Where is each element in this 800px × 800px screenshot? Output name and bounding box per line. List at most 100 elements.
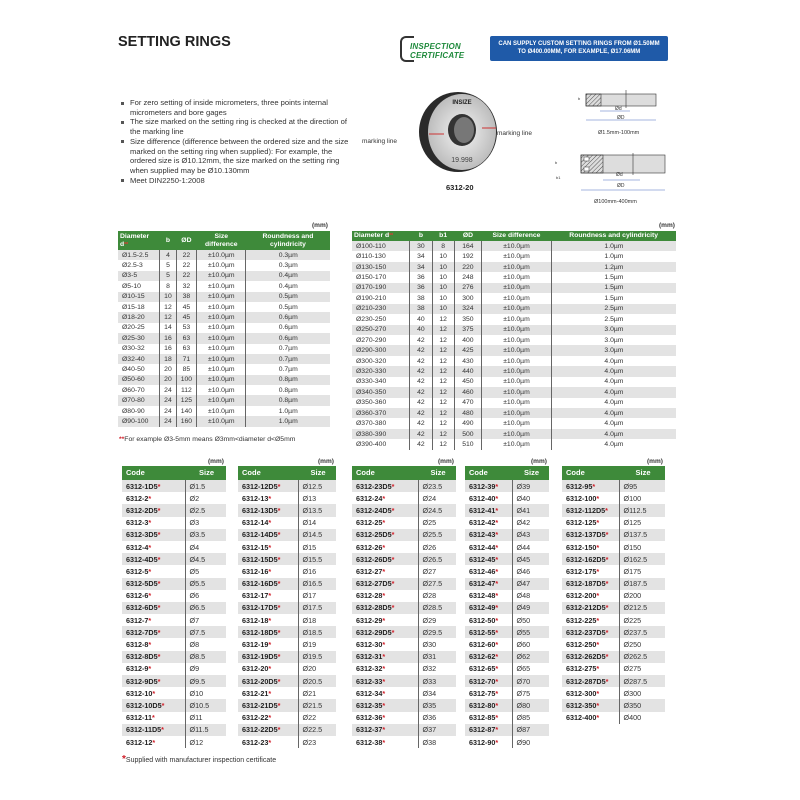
certificate-star: * xyxy=(495,664,499,674)
size-cell: Ø6.5 xyxy=(184,601,226,615)
notice-line-2: TO Ø400.00MM, FOR EXAMPLE, Ø17.06MM xyxy=(517,49,641,55)
code-cell: 6312-4* xyxy=(122,541,185,553)
table-cell: 0.7µm xyxy=(245,364,330,375)
table-cell: 164 xyxy=(453,241,482,252)
code-cell: 6312-14D5* xyxy=(238,528,298,541)
table-row: 6312-14* Ø14 xyxy=(238,516,336,529)
table-cell: Ø390-400 xyxy=(356,441,387,449)
size-cell: Ø12.5 xyxy=(297,480,336,493)
table-row: 6312-75* Ø75 xyxy=(465,687,549,700)
code-text: 6312-9D5 xyxy=(126,676,158,686)
table-cell: Ø30-32 xyxy=(122,345,145,353)
code-cell: 6312-45* xyxy=(465,553,512,566)
column-header: b xyxy=(409,231,433,241)
table-row: Ø350-360 42 12 470 ±10.0µm 4.0µm xyxy=(352,397,676,408)
table-row: 6312-8D5* Ø8.5 xyxy=(122,650,226,663)
code-cell: 6312-3* xyxy=(122,517,185,529)
code-cell: 6312-8D5* xyxy=(122,650,185,663)
table-cell: ±10.0µm xyxy=(481,334,552,346)
size-cell: Ø287.5 xyxy=(618,675,665,688)
code-cell: 6312-9D5* xyxy=(122,675,185,688)
table-cell: 42 xyxy=(409,366,433,377)
code-table: Code Size 6312-1D5* Ø1.5 6312-2* Ø2 6312-2D5* Ø… xyxy=(122,466,226,749)
table-cell: 440 xyxy=(453,366,482,377)
code-text: 6312-17 xyxy=(242,591,269,601)
code-text: 6312-3 xyxy=(126,518,149,528)
code-table: Code Size 6312-23D5* Ø23.5 6312-24* Ø24 6312-2… xyxy=(352,466,456,749)
table-cell: 350 xyxy=(453,314,482,325)
code-text: 6312-4D5 xyxy=(126,554,158,564)
certificate-star: * xyxy=(382,700,386,710)
code-cell: 6312-32* xyxy=(352,663,418,675)
table-row: 6312-34* Ø34 xyxy=(352,687,456,700)
table-row: 6312-47* Ø47 xyxy=(465,577,549,590)
table-row: 6312-23D5* Ø23.5 xyxy=(352,480,456,493)
code-cell: 6312-11* xyxy=(122,712,185,724)
table-row: 6312-100* Ø100 xyxy=(562,492,665,505)
certificate-star: * xyxy=(592,481,596,491)
table-cell: Ø330-340 xyxy=(356,378,387,386)
table-cell: 42 xyxy=(409,345,433,356)
size-cell: Ø10.5 xyxy=(184,699,226,712)
table-row: 6312-9D5* Ø9.5 xyxy=(122,675,226,688)
table-cell: 8 xyxy=(159,281,177,292)
size-cell: Ø8.5 xyxy=(184,650,226,663)
size-cell: Ø2.5 xyxy=(184,504,226,517)
table-cell: 1.5µm xyxy=(550,282,676,294)
code-text: 6312-45 xyxy=(469,554,496,564)
certificate-star: * xyxy=(148,591,152,601)
code-cell: 6312-95* xyxy=(562,480,619,493)
certificate-star: * xyxy=(148,542,152,552)
code-text: 6312-237D5 xyxy=(566,627,606,637)
table-row: 6312-175* Ø175 xyxy=(562,565,665,578)
code-cell: 6312-22D5* xyxy=(238,723,298,736)
certificate-star: * xyxy=(277,603,281,613)
table-row: 6312-13D5* Ø13.5 xyxy=(238,504,336,517)
table-row: Ø210-230 38 10 324 ±10.0µm 2.5µm xyxy=(352,303,676,315)
certificate-star: * xyxy=(382,518,386,528)
table-row: 6312-1D5* Ø1.5 xyxy=(122,480,226,493)
table-cell: 220 xyxy=(453,261,482,273)
table-row: 6312-2D5* Ø2.5 xyxy=(122,504,226,517)
brand-mark: INSIZE xyxy=(452,100,471,106)
size-cell: Ø60 xyxy=(511,638,549,651)
cross-section-diagram-small xyxy=(585,90,657,121)
certificate-star: * xyxy=(391,481,395,491)
table-cell: 36 xyxy=(409,282,433,294)
table-cell: 12 xyxy=(431,366,455,377)
size-cell: Ø40 xyxy=(511,492,549,505)
code-text: 6312-125 xyxy=(566,518,597,528)
certificate-star: * xyxy=(161,725,164,735)
size-cell: Ø20.5 xyxy=(297,675,336,688)
table-cell: Ø1.5-2.5 xyxy=(118,250,160,261)
size-cell: Ø12 xyxy=(184,735,226,749)
code-cell: 6312-90* xyxy=(465,736,512,748)
size-cell: Ø112.5 xyxy=(618,504,665,517)
code-text: 6312-250 xyxy=(566,640,597,650)
code-cell: 6312-150* xyxy=(562,541,619,553)
size-cell: Ø225 xyxy=(618,614,665,627)
table-row: 6312-15* Ø15 xyxy=(238,540,336,554)
size-cell: Ø46 xyxy=(511,565,549,578)
code-cell: 6312-125* xyxy=(562,517,619,529)
table-cell: 14 xyxy=(159,322,177,334)
table-cell: 192 xyxy=(453,251,482,262)
code-cell: 6312-25D5* xyxy=(352,528,418,541)
marking-line-label-left: marking line xyxy=(362,138,398,145)
certificate-star: * xyxy=(277,676,281,686)
size-cell: Ø400 xyxy=(618,711,665,724)
unit-label: (mm) xyxy=(208,458,224,465)
table-row: 6312-29D5* Ø29.5 xyxy=(352,626,456,639)
code-cell: 6312-20* xyxy=(238,663,298,675)
column-header: Size xyxy=(185,466,226,480)
table-cell: ±10.0µm xyxy=(196,416,246,427)
table-cell: Ø230-250 xyxy=(356,315,387,323)
table-header-row: Code Size xyxy=(238,466,336,480)
table-cell: 12 xyxy=(159,301,177,313)
certificate-star: * xyxy=(148,493,152,503)
certificate-star: * xyxy=(596,518,600,528)
certificate-star: * xyxy=(268,518,272,528)
code-cell: 6312-21* xyxy=(238,687,298,699)
product-code: 6312-20 xyxy=(446,183,474,192)
size-cell: Ø300 xyxy=(618,687,665,700)
